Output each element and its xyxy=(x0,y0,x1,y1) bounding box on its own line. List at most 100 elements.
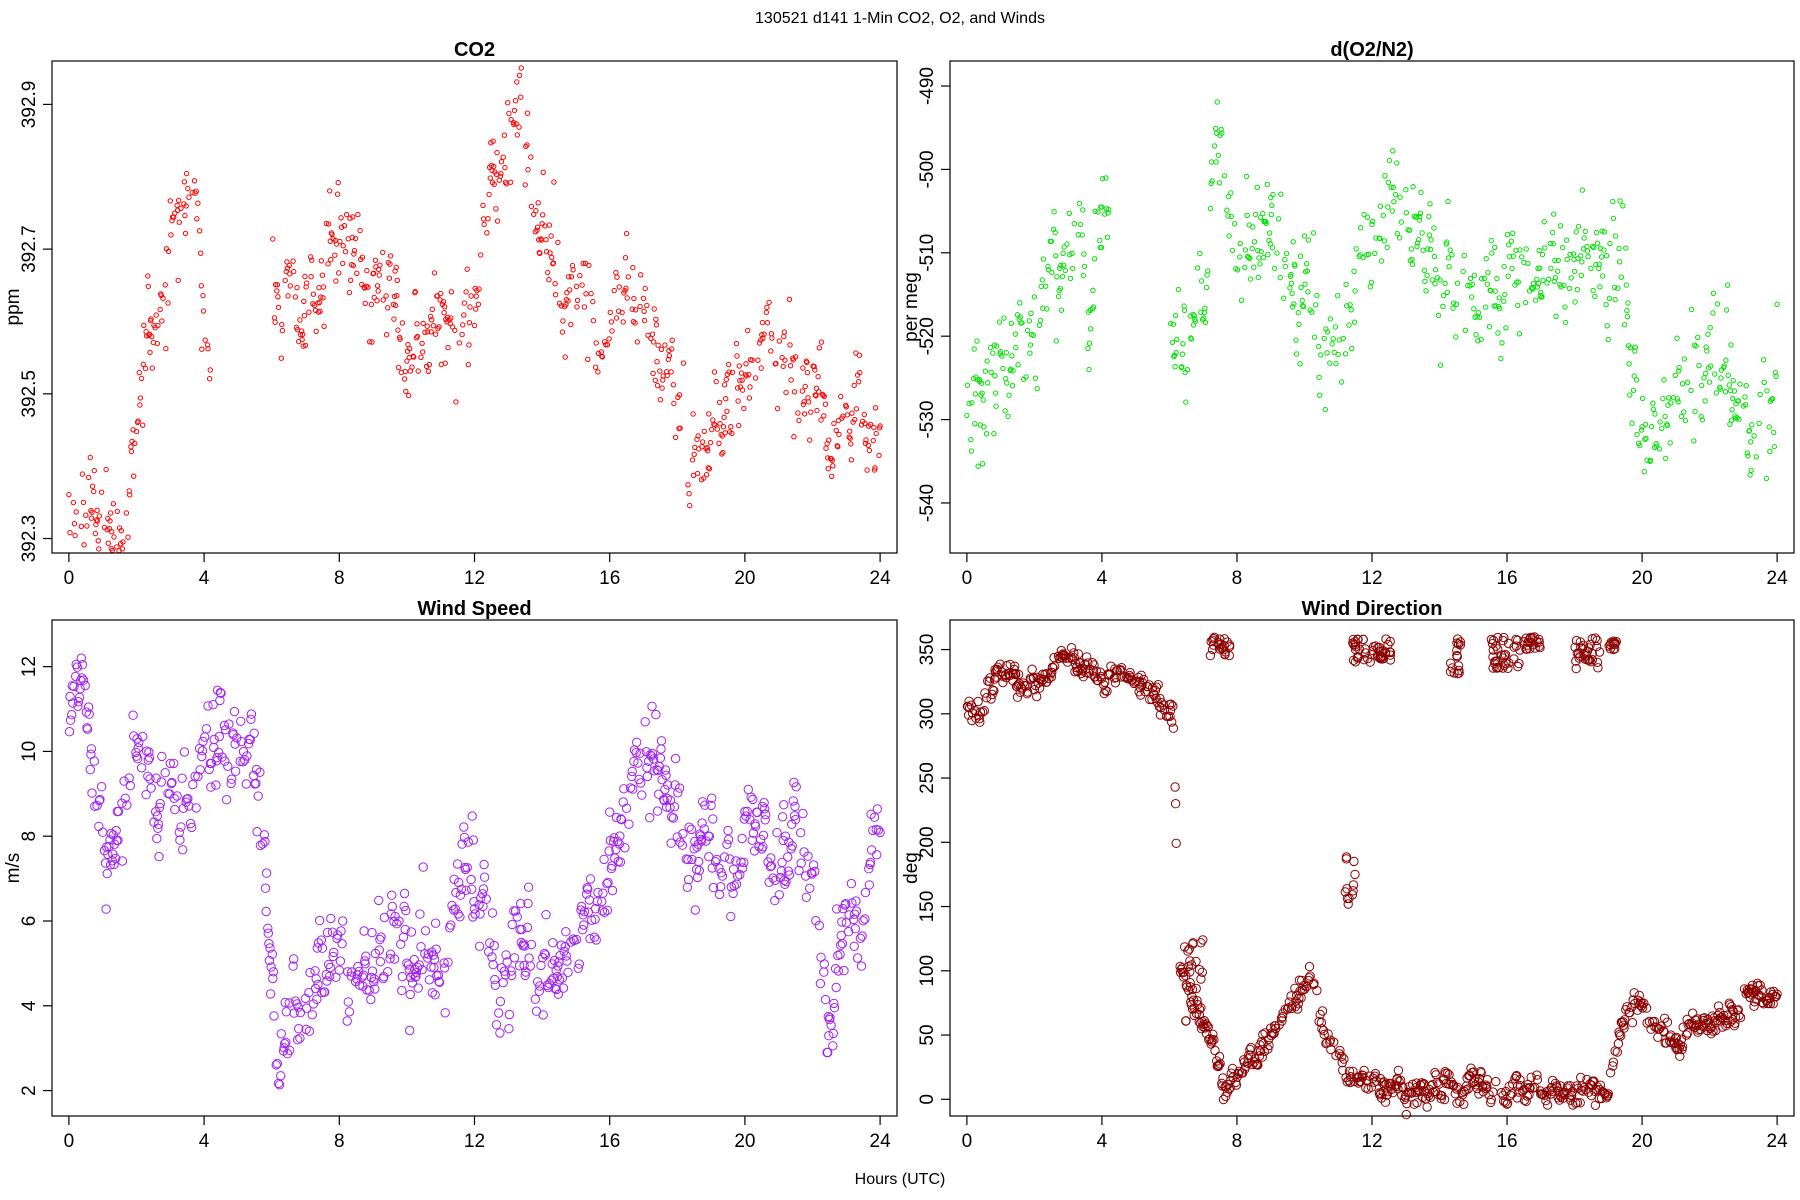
co2-point xyxy=(593,340,599,346)
o2-point xyxy=(1481,275,1488,282)
wspd-point xyxy=(816,952,826,962)
wspd-y-axis-label: m/s xyxy=(3,853,24,884)
wspd-point xyxy=(796,828,806,838)
wspd-point xyxy=(624,819,634,829)
o2-point xyxy=(1311,334,1318,340)
wspd-point xyxy=(581,889,592,899)
o2-point xyxy=(1536,247,1542,254)
wdir-point xyxy=(1339,1054,1349,1064)
wdir-point xyxy=(1021,681,1031,691)
co2-point xyxy=(716,399,723,406)
co2-point xyxy=(162,282,168,288)
co2-point xyxy=(424,323,430,329)
wdir-y-tick-label: 300 xyxy=(917,698,938,730)
co2-point xyxy=(422,329,428,335)
wdir-point xyxy=(1340,887,1351,897)
o2-point xyxy=(971,346,977,352)
wspd-point xyxy=(94,796,105,806)
wdir-point xyxy=(986,694,996,704)
wspd-point xyxy=(206,782,216,792)
co2-point xyxy=(846,434,852,440)
wdir-point xyxy=(1587,634,1598,644)
wspd-point xyxy=(499,966,510,976)
co2-point xyxy=(574,304,580,310)
co2-point xyxy=(717,421,723,427)
wdir-point xyxy=(1179,942,1190,952)
wspd-point xyxy=(459,822,469,832)
wdir-point xyxy=(1469,1067,1479,1077)
co2-point xyxy=(430,323,437,329)
wdir-point xyxy=(1459,1099,1469,1110)
wdir-point xyxy=(1353,652,1364,662)
co2-point xyxy=(125,534,131,540)
o2-point xyxy=(1653,441,1659,447)
co2-point xyxy=(176,219,183,225)
o2-point xyxy=(1659,425,1665,431)
wspd-point xyxy=(607,885,618,896)
wspd-point xyxy=(841,899,851,909)
o2-point xyxy=(1226,233,1232,239)
wspd-point xyxy=(615,857,626,867)
o2-point xyxy=(1648,423,1655,430)
wdir-title: Wind Direction xyxy=(1302,598,1443,620)
wspd-point xyxy=(144,747,154,757)
co2-point xyxy=(172,210,178,216)
co2-point xyxy=(352,235,359,242)
co2-point xyxy=(856,379,862,385)
o2-point xyxy=(1476,314,1483,321)
wspd-point xyxy=(470,909,480,919)
co2-point xyxy=(863,437,869,443)
o2-y-axis-label: per meg xyxy=(901,272,922,342)
o2-point xyxy=(1304,268,1311,274)
o2-point xyxy=(1173,349,1179,356)
o2-point xyxy=(1596,261,1603,267)
co2-point xyxy=(128,444,134,450)
co2-point xyxy=(318,294,324,300)
wspd-point xyxy=(660,784,670,795)
o2-point xyxy=(1342,351,1349,357)
wspd-point xyxy=(261,868,272,878)
o2-point xyxy=(1335,293,1341,299)
co2-point xyxy=(327,238,333,245)
co2-point xyxy=(573,283,580,290)
wspd-point xyxy=(620,843,630,853)
o2-point xyxy=(1015,362,1021,368)
wspd-point xyxy=(559,946,569,956)
o2-point xyxy=(1447,247,1453,253)
co2-point xyxy=(480,202,486,209)
o2-point xyxy=(1104,234,1111,240)
co2-point xyxy=(343,211,350,218)
wdir-point xyxy=(1032,691,1042,702)
co2-point xyxy=(183,170,190,177)
wspd-point xyxy=(783,852,793,862)
o2-point xyxy=(1242,247,1249,253)
o2-point xyxy=(1710,290,1717,296)
wspd-point xyxy=(208,700,218,710)
co2-point xyxy=(666,347,672,354)
co2-point xyxy=(84,523,90,529)
co2-y-tick-label: 392.7 xyxy=(19,225,40,273)
wdir-point xyxy=(1183,961,1194,972)
figure-title: 130521 d141 1-Min CO2, O2, and Winds xyxy=(755,10,1045,27)
o2-point xyxy=(1038,283,1044,290)
co2-point xyxy=(303,280,310,286)
co2-point xyxy=(822,401,829,407)
wspd-y-tick-label: 8 xyxy=(19,831,40,842)
o2-point xyxy=(1080,272,1087,279)
wdir-point xyxy=(1453,661,1464,671)
wspd-point xyxy=(520,970,530,981)
wspd-point xyxy=(849,941,859,951)
co2-point xyxy=(838,393,844,400)
wdir-point xyxy=(1170,782,1180,792)
wspd-point xyxy=(675,837,685,847)
wspd-point xyxy=(307,1010,317,1020)
wspd-point xyxy=(227,774,237,784)
o2-point xyxy=(979,461,986,467)
o2-point xyxy=(1615,285,1621,291)
wdir-point xyxy=(1158,700,1169,710)
o2-point xyxy=(1287,285,1293,291)
o2-point xyxy=(1534,284,1541,290)
wdir-point xyxy=(1488,663,1498,673)
o2-point xyxy=(1351,268,1357,274)
wspd-point xyxy=(178,845,188,855)
